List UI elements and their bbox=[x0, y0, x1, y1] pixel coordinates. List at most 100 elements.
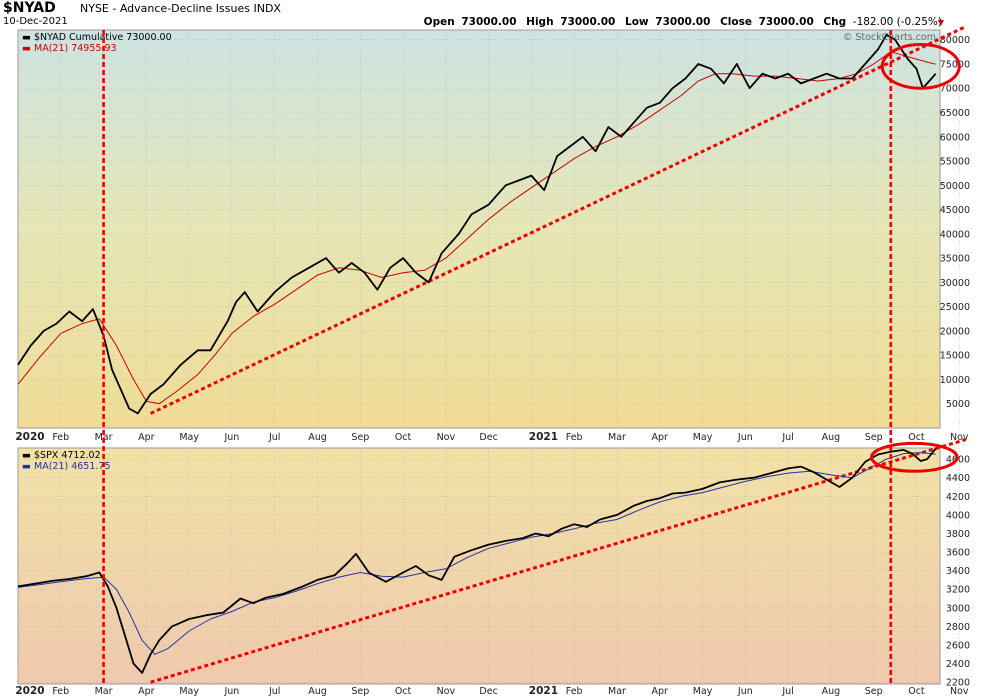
x-tick-label: 2021 bbox=[529, 431, 558, 443]
low-value: 73000.00 bbox=[655, 16, 711, 28]
symbol-title: $NYAD bbox=[3, 0, 56, 16]
y-tick-label: 10000 bbox=[940, 375, 970, 386]
x-tick-label: Jun bbox=[223, 686, 239, 697]
x-tick-label: Feb bbox=[566, 432, 583, 443]
y-tick-label: 2400 bbox=[946, 659, 970, 670]
moving-average-line bbox=[17, 452, 936, 655]
highlight-ellipse bbox=[880, 43, 961, 90]
x-tick-label: May bbox=[693, 432, 713, 443]
y-tick-label: 2800 bbox=[946, 622, 970, 633]
y-tick-label: 30000 bbox=[940, 278, 970, 289]
x-tick-label: May bbox=[693, 686, 713, 697]
x-tick-label: Jul bbox=[268, 686, 280, 697]
x-tick-label: Oct bbox=[395, 432, 412, 443]
y-tick-label: 55000 bbox=[940, 157, 970, 168]
plot-area bbox=[17, 447, 941, 685]
x-tick-label: Sep bbox=[351, 686, 369, 697]
high-label: High bbox=[526, 16, 554, 28]
y-tick-label: 75000 bbox=[940, 59, 970, 70]
watermark: © StockCharts.com bbox=[843, 32, 936, 43]
x-tick-label: Sep bbox=[351, 432, 369, 443]
x-tick-label: May bbox=[179, 686, 199, 697]
support-trend-line bbox=[149, 25, 967, 415]
x-tick-label: May bbox=[179, 432, 199, 443]
y-tick-label: 2600 bbox=[946, 640, 970, 651]
x-tick-label: Jul bbox=[781, 432, 793, 443]
down-triangle-icon: ▼ bbox=[937, 18, 944, 27]
chart-date: 10-Dec-2021 bbox=[3, 16, 68, 27]
y-tick-label: 4400 bbox=[946, 473, 970, 484]
support-trend-line bbox=[150, 438, 967, 684]
y-tick-label: 65000 bbox=[940, 108, 970, 119]
x-tick-label: Feb bbox=[566, 686, 583, 697]
x-tick-label: Nov bbox=[950, 686, 969, 697]
legend-ma-label: ▬ MA(21) 4651.75 bbox=[22, 461, 111, 472]
x-tick-label: Oct bbox=[908, 432, 925, 443]
y-tick-label: 45000 bbox=[940, 205, 970, 216]
x-tick-label: Aug bbox=[822, 686, 841, 697]
x-tick-label: Jun bbox=[223, 432, 239, 443]
x-tick-label: Dec bbox=[479, 686, 497, 697]
x-tick-label: Mar bbox=[608, 686, 626, 697]
symbol-description: NYSE - Advance-Decline Issues INDX bbox=[80, 2, 281, 15]
y-tick-label: 70000 bbox=[940, 84, 970, 95]
x-tick-label: Aug bbox=[308, 686, 327, 697]
moving-average-line bbox=[17, 51, 936, 405]
x-tick-label: Apr bbox=[138, 686, 155, 697]
x-tick-label: Sep bbox=[865, 686, 883, 697]
x-tick-label: Apr bbox=[652, 432, 669, 443]
y-tick-label: 3600 bbox=[946, 548, 970, 559]
y-tick-label: 3800 bbox=[946, 529, 970, 540]
y-tick-label: 40000 bbox=[940, 229, 970, 240]
plot-area bbox=[17, 29, 941, 429]
legend-price-label: ▬ $NYAD Cumulative 73000.00 bbox=[22, 32, 172, 43]
x-tick-label: Sep bbox=[865, 432, 883, 443]
legend-price-label: ▬ $SPX 4712.02 bbox=[22, 450, 101, 461]
y-tick-label: 3400 bbox=[946, 566, 970, 577]
x-tick-label: Mar bbox=[95, 432, 113, 443]
low-label: Low bbox=[625, 16, 649, 28]
x-tick-label: Jun bbox=[737, 686, 753, 697]
y-tick-label: 3200 bbox=[946, 585, 970, 596]
x-tick-label: Feb bbox=[52, 432, 69, 443]
legend-ma-label: ▬ MA(21) 74955.93 bbox=[22, 43, 117, 54]
y-tick-label: 3000 bbox=[946, 603, 970, 614]
y-tick-label: 50000 bbox=[940, 181, 970, 192]
x-tick-label: Dec bbox=[479, 432, 497, 443]
y-tick-label: 80000 bbox=[940, 35, 970, 46]
x-tick-label: Mar bbox=[95, 686, 113, 697]
x-tick-label: Nov bbox=[950, 432, 969, 443]
x-tick-label: Feb bbox=[52, 686, 69, 697]
x-tick-label: Apr bbox=[652, 686, 669, 697]
y-tick-label: 2200 bbox=[946, 678, 970, 689]
y-tick-label: 4000 bbox=[946, 510, 970, 521]
x-tick-label: Oct bbox=[908, 686, 925, 697]
x-tick-label: 2020 bbox=[15, 685, 44, 697]
y-tick-label: 5000 bbox=[946, 399, 970, 410]
high-value: 73000.00 bbox=[560, 16, 616, 28]
x-tick-label: Oct bbox=[395, 686, 412, 697]
open-value: 73000.00 bbox=[461, 16, 517, 28]
x-tick-label: Apr bbox=[138, 432, 155, 443]
close-label: Close bbox=[720, 16, 752, 28]
y-tick-label: 15000 bbox=[940, 351, 970, 362]
chart-header: $NYAD NYSE - Advance-Decline Issues INDX… bbox=[0, 0, 990, 28]
change-value: -182.00 (-0.25%) bbox=[852, 16, 942, 28]
y-tick-label: 25000 bbox=[940, 302, 970, 313]
close-value: 73000.00 bbox=[758, 16, 814, 28]
y-tick-label: 20000 bbox=[940, 326, 970, 337]
x-tick-label: 2020 bbox=[15, 431, 44, 443]
x-tick-label: Nov bbox=[437, 686, 456, 697]
open-label: Open bbox=[423, 16, 455, 28]
price-line bbox=[17, 34, 937, 415]
price-line bbox=[17, 448, 937, 674]
x-tick-label: Nov bbox=[437, 432, 456, 443]
x-tick-label: Jul bbox=[781, 686, 793, 697]
y-tick-label: 35000 bbox=[940, 254, 970, 265]
x-tick-label: Jun bbox=[737, 432, 753, 443]
x-tick-label: Mar bbox=[608, 432, 626, 443]
change-label: Chg bbox=[823, 16, 847, 28]
x-tick-label: Jul bbox=[268, 432, 280, 443]
y-tick-label: 4200 bbox=[946, 492, 970, 503]
